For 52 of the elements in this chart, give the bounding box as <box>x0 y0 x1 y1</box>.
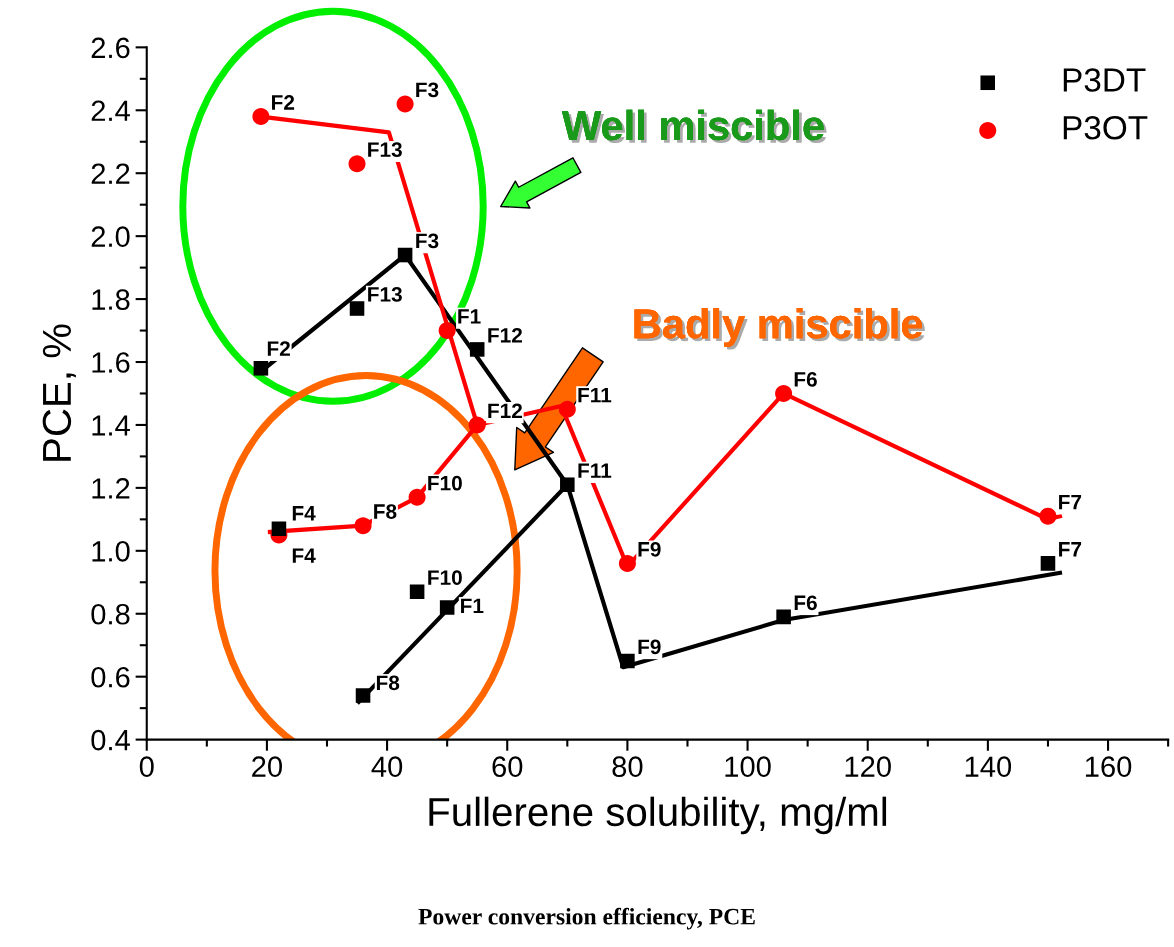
x-tick-label: 40 <box>371 756 403 777</box>
annotation: F13 <box>368 142 402 158</box>
y-tick-label: 2.6 <box>91 37 130 59</box>
annotation: F8 <box>376 675 400 691</box>
legend-label: P3DT <box>1063 68 1146 92</box>
annotation: F7 <box>1059 494 1082 510</box>
x-tick-label: 0 <box>139 756 154 777</box>
y-tick-label: 1.0 <box>92 541 130 562</box>
annotation: Well miscible <box>561 109 827 144</box>
annotation: F6 <box>794 595 817 611</box>
annotation: F4 <box>292 548 316 563</box>
y-tick-label: 2.4 <box>91 100 130 121</box>
annotation: F2 <box>272 95 295 110</box>
annotation: F9 <box>638 541 661 557</box>
annotation: F7 <box>1059 542 1082 557</box>
x-axis-title: Fullerene solubility, mg/ml <box>429 796 887 835</box>
x-tick-label: 120 <box>845 756 891 777</box>
annotation: F11 <box>578 463 612 478</box>
x-tick-label: 80 <box>612 756 643 777</box>
annotation: F3 <box>416 82 439 98</box>
annotation: F12 <box>488 403 522 418</box>
y-tick-label: 2.2 <box>91 163 130 184</box>
x-tick-label: 60 <box>492 756 523 777</box>
annotation: F2 <box>267 341 290 356</box>
annotation: F6 <box>794 371 817 387</box>
annotation: F10 <box>428 475 462 491</box>
y-tick-label: 2.0 <box>91 226 130 247</box>
y-tick-label: 1.2 <box>92 478 130 499</box>
annotation: F11 <box>578 387 612 403</box>
annotation: F9 <box>638 639 661 655</box>
x-tick-label: 140 <box>965 756 1012 777</box>
annotation: F4 <box>292 506 316 521</box>
annotation: F8 <box>374 504 397 519</box>
y-tick-label: 0.6 <box>91 666 130 688</box>
x-tick-label: 100 <box>725 756 771 777</box>
y-tick-label: 1.4 <box>92 415 130 436</box>
annotation: F1 <box>458 309 481 324</box>
y-tick-label: 1.6 <box>92 352 130 373</box>
annotation: Badly miscible <box>634 307 925 350</box>
text: Power conversion efficiency, PCE <box>418 907 755 930</box>
y-tick-label: 1.8 <box>92 289 130 310</box>
x-tick-label: 20 <box>252 756 282 777</box>
legend-label: P3OT <box>1063 115 1148 140</box>
y-axis-title: PCE, % <box>42 324 76 461</box>
y-tick-label: 0.4 <box>91 729 130 751</box>
x-tick-label: 160 <box>1085 756 1132 777</box>
annotation: F10 <box>428 570 462 585</box>
annotation: F12 <box>488 327 522 343</box>
annotation: F3 <box>416 233 439 249</box>
annotation: F1 <box>461 598 484 613</box>
annotation: F13 <box>368 287 402 302</box>
y-tick-label: 0.8 <box>91 603 130 625</box>
